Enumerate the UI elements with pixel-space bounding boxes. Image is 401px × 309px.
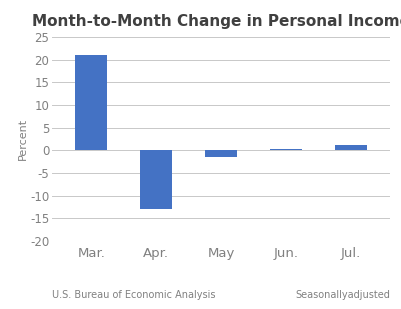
- Bar: [75, 55, 107, 150]
- Text: U.S. Bureau of Economic Analysis: U.S. Bureau of Economic Analysis: [52, 290, 215, 300]
- Bar: [205, 150, 237, 157]
- Title: Month-to-Month Change in Personal Income: Month-to-Month Change in Personal Income: [32, 14, 401, 29]
- Bar: [269, 149, 302, 150]
- Text: Seasonallyadjusted: Seasonallyadjusted: [294, 290, 389, 300]
- Bar: [334, 145, 366, 150]
- Bar: [140, 150, 172, 209]
- Y-axis label: Percent: Percent: [17, 118, 27, 160]
